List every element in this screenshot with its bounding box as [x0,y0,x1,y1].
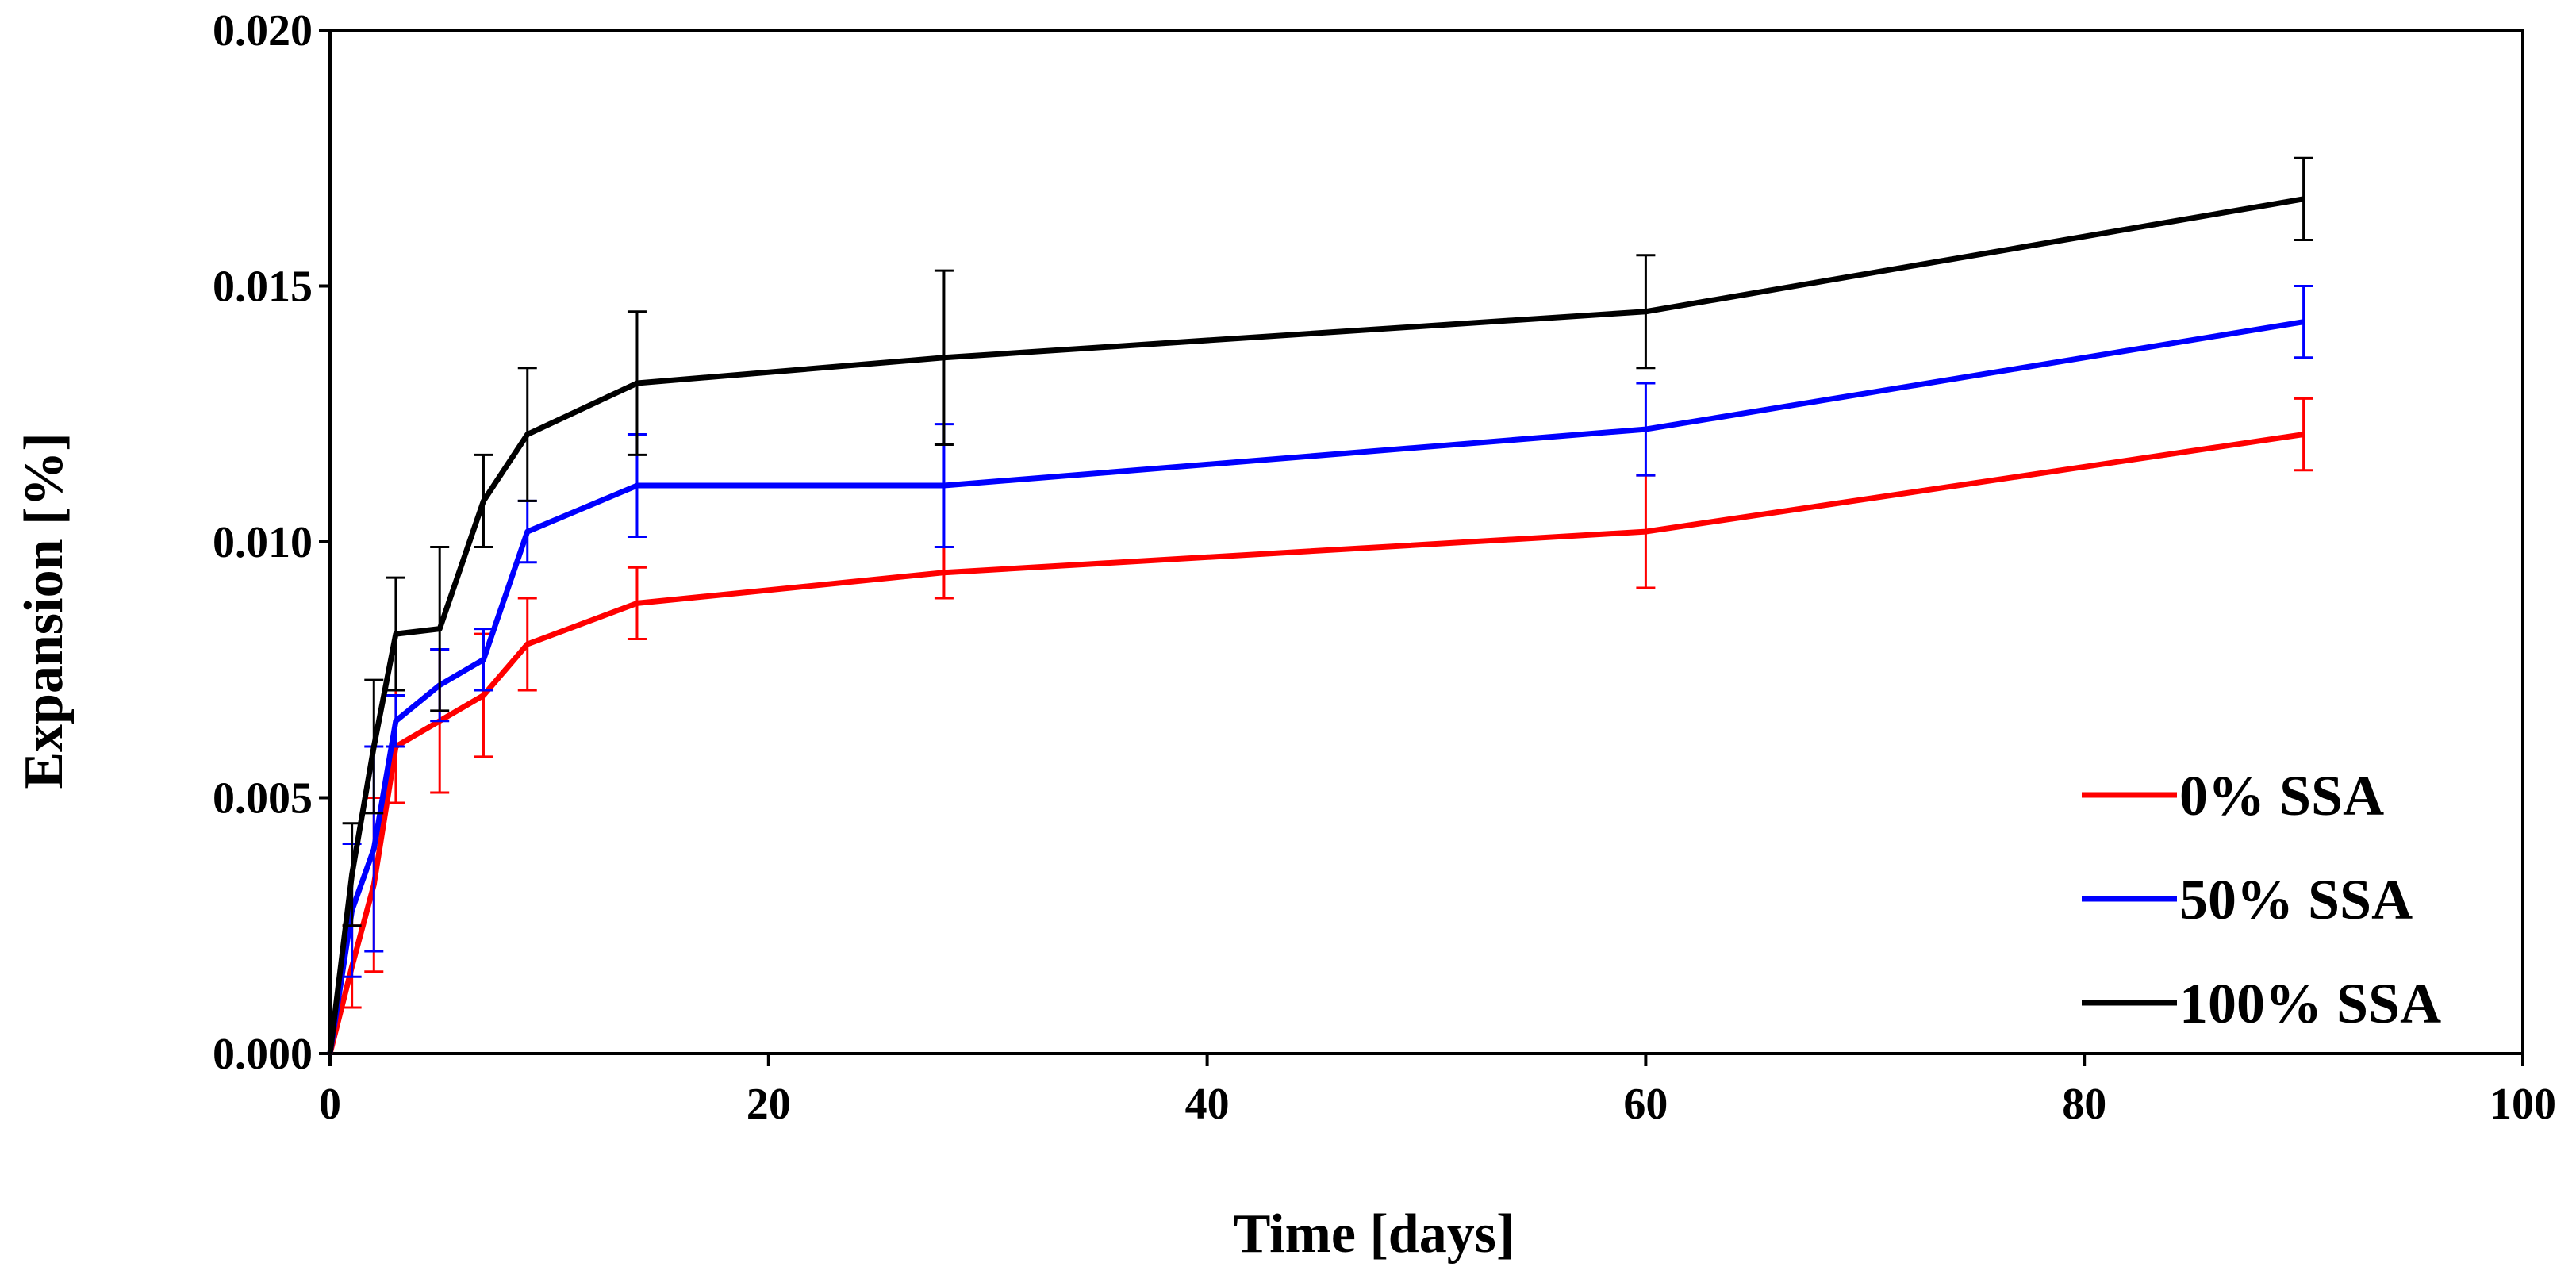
y-tick-label: 0.005 [213,774,313,823]
x-tick-label: 0 [319,1080,341,1129]
data-point [438,627,442,631]
y-tick-label: 0.000 [213,1030,313,1079]
x-tick-label: 80 [2062,1080,2106,1129]
data-point [942,355,946,359]
x-axis-title: Time [days] [1234,1203,1515,1265]
data-point [482,658,486,662]
data-point [525,530,529,534]
series-layer [327,156,2313,1055]
x-tick-label: 40 [1185,1080,1230,1129]
data-point [1644,530,1648,534]
x-tick-label: 20 [747,1080,791,1129]
data-point [635,382,639,386]
series-line [327,196,2305,1054]
data-point [1644,428,1648,432]
data-point [1644,309,1648,313]
data-point [2302,432,2305,436]
data-point [2302,320,2305,324]
data-point [525,643,529,646]
data-point [942,484,946,488]
legend: 0% SSA 50% SSA 100% SSA [2082,764,2441,1035]
data-point [482,693,486,697]
data-point [635,484,639,488]
data-point [372,745,376,748]
y-axis-title: Expansion [%] [13,432,75,789]
series-line [327,432,2305,1054]
legend-label: 0% SSA [2179,764,2384,827]
series-0-ssa [327,397,2313,1055]
data-point [635,601,639,605]
data-point [942,570,946,574]
y-tick-label: 0.010 [213,518,313,567]
data-point [525,432,529,436]
data-point [350,873,354,877]
x-tick-label: 100 [2490,1080,2556,1129]
data-point [372,847,376,850]
series-100-ssa [327,156,2313,1055]
series-50-ssa [327,285,2313,1055]
y-tick-label: 0.015 [213,263,313,312]
legend-label: 50% SSA [2179,868,2413,931]
x-axis: 0 20 40 60 80 100 [319,1054,2556,1129]
series-line [327,319,2305,1054]
data-point [394,719,397,723]
data-point [482,499,486,503]
data-point [328,1052,332,1055]
x-tick-label: 60 [1623,1080,1668,1129]
data-point [394,632,397,636]
legend-label: 100% SSA [2179,972,2441,1035]
data-point [2302,197,2305,201]
y-tick-label: 0.020 [213,6,313,56]
y-axis: 0.000 0.005 0.010 0.015 0.020 [213,6,330,1079]
